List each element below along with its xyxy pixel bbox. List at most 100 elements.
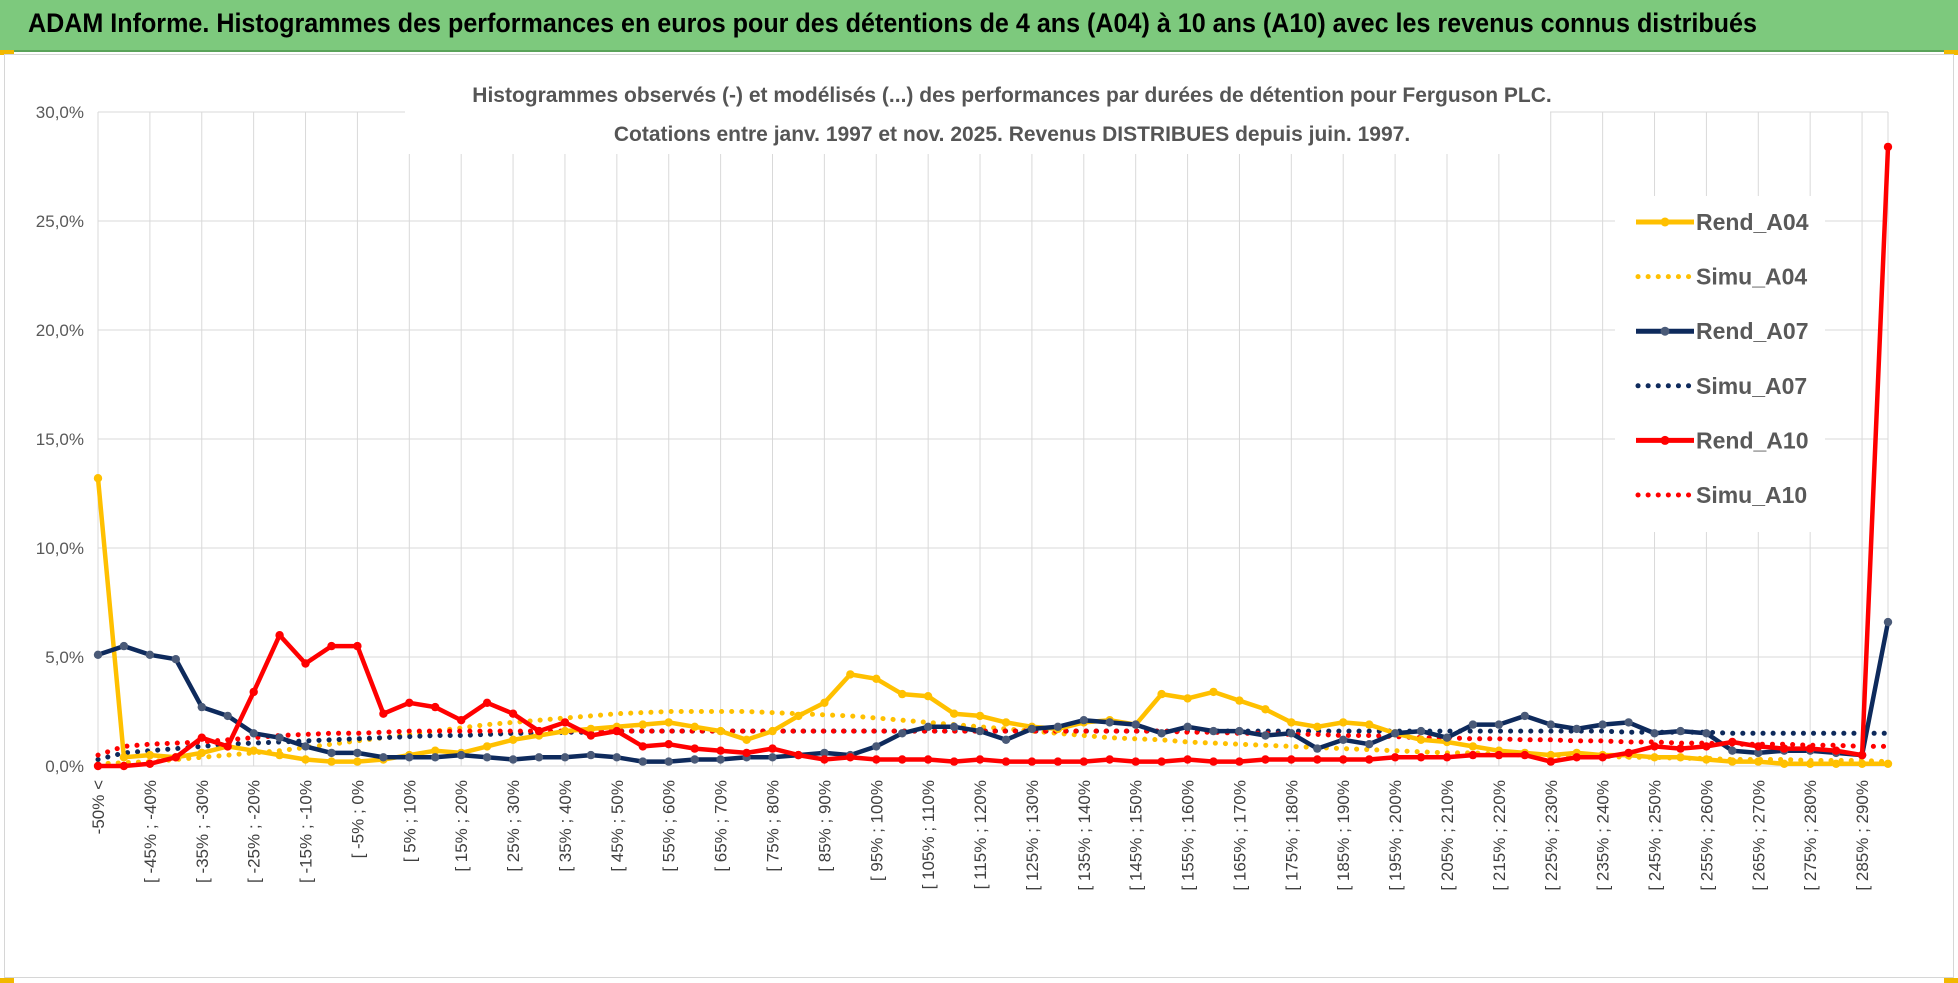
point-rend_a07 bbox=[223, 711, 232, 721]
point-rend_a10 bbox=[145, 759, 155, 768]
point-rend_a04 bbox=[1287, 718, 1296, 727]
point-rend_a04 bbox=[1831, 759, 1841, 768]
legend-label: Simu_A07 bbox=[1696, 373, 1807, 399]
point-rend_a10 bbox=[1209, 757, 1218, 766]
x-tick-label: [ 215% ; 220% bbox=[1490, 780, 1509, 891]
point-rend_a04 bbox=[1001, 718, 1011, 727]
point-rend_a10 bbox=[1079, 757, 1089, 766]
point-rend_a07 bbox=[1520, 711, 1530, 721]
point-rend_a10 bbox=[1857, 750, 1867, 760]
point-rend_a10 bbox=[1702, 742, 1711, 751]
point-rend_a07 bbox=[1183, 722, 1192, 731]
point-rend_a07 bbox=[1624, 718, 1633, 727]
point-rend_a07 bbox=[1287, 729, 1296, 738]
point-rend_a10 bbox=[301, 659, 310, 668]
legend-label: Rend_A07 bbox=[1696, 318, 1808, 344]
x-tick-label: [ -15% ; -10% bbox=[297, 780, 316, 883]
y-tick-label: 5,0% bbox=[45, 648, 84, 667]
point-rend_a07 bbox=[1728, 746, 1737, 755]
grid-lines bbox=[97, 111, 1889, 767]
point-rend_a10 bbox=[923, 755, 933, 764]
x-tick-label: [ 125% ; 130% bbox=[1023, 780, 1042, 891]
point-rend_a10 bbox=[768, 744, 777, 753]
point-rend_a10 bbox=[1624, 748, 1633, 758]
legend-label: Simu_A10 bbox=[1696, 482, 1807, 508]
x-axis-ticks: -50% < [ -45% ; -40% [ -35% ; -30% [ -25% ;… bbox=[89, 780, 1872, 891]
point-rend_a07 bbox=[1390, 729, 1400, 738]
point-rend_a10 bbox=[690, 744, 699, 753]
point-rend_a07 bbox=[612, 753, 621, 762]
point-rend_a04 bbox=[716, 726, 725, 736]
point-rend_a07 bbox=[586, 750, 596, 760]
point-rend_a10 bbox=[898, 755, 907, 764]
legend-label: Rend_A04 bbox=[1696, 209, 1809, 235]
point-rend_a07 bbox=[1676, 726, 1685, 736]
point-rend_a07 bbox=[1468, 720, 1478, 729]
x-tick-label: [ 175% ; 180% bbox=[1282, 780, 1301, 891]
point-rend_a07 bbox=[457, 750, 466, 760]
y-tick-label: 10,0% bbox=[36, 539, 84, 558]
x-tick-label: [ -35% ; -30% bbox=[193, 780, 212, 883]
point-rend_a10 bbox=[197, 733, 206, 742]
series-line-rend_a07 bbox=[97, 621, 1891, 764]
point-rend_a04 bbox=[275, 750, 284, 760]
point-rend_a10 bbox=[1442, 753, 1452, 762]
point-rend_a04 bbox=[1883, 759, 1893, 768]
point-rend_a07 bbox=[1754, 748, 1763, 758]
point-rend_a04 bbox=[197, 748, 206, 758]
point-rend_a04 bbox=[1313, 722, 1322, 731]
point-rend_a07 bbox=[431, 753, 440, 762]
point-rend_a10 bbox=[560, 718, 570, 727]
point-rend_a10 bbox=[1650, 742, 1659, 751]
series-line-rend_a10 bbox=[98, 146, 1891, 769]
point-rend_a07 bbox=[1131, 720, 1140, 729]
point-rend_a10 bbox=[1598, 753, 1607, 762]
point-rend_a07 bbox=[1494, 720, 1504, 729]
point-rend_a07 bbox=[534, 753, 544, 762]
point-rend_a10 bbox=[1494, 750, 1504, 760]
point-rend_a10 bbox=[1001, 757, 1011, 766]
point-rend_a04 bbox=[690, 722, 699, 731]
point-rend_a10 bbox=[846, 753, 855, 762]
point-rend_a07 bbox=[1598, 720, 1607, 729]
x-tick-label: [ 195% ; 200% bbox=[1386, 780, 1405, 891]
point-rend_a04 bbox=[1754, 757, 1763, 766]
point-rend_a10 bbox=[1131, 757, 1140, 766]
point-rend_a10 bbox=[586, 731, 596, 740]
point-rend_a07 bbox=[1313, 744, 1322, 753]
point-rend_a07 bbox=[664, 757, 673, 766]
point-rend_a10 bbox=[457, 716, 466, 725]
point-rend_a04 bbox=[1702, 755, 1711, 764]
point-rend_a04 bbox=[1209, 687, 1218, 697]
point-rend_a07 bbox=[119, 641, 129, 651]
x-tick-label: [ 185% ; 190% bbox=[1334, 780, 1353, 891]
point-rend_a04 bbox=[1157, 689, 1166, 699]
x-tick-label: [ 5% ; 10% bbox=[400, 780, 419, 862]
y-tick-label: 20,0% bbox=[36, 321, 84, 340]
point-rend_a07 bbox=[949, 722, 959, 731]
point-rend_a07 bbox=[301, 742, 310, 751]
x-tick-label: [ 275% ; 280% bbox=[1801, 780, 1820, 891]
x-tick-label: [ 15% ; 20% bbox=[452, 780, 471, 872]
point-rend_a04 bbox=[482, 742, 492, 751]
point-rend_a07 bbox=[1027, 724, 1037, 734]
x-tick-label: [ -45% ; -40% bbox=[141, 780, 160, 883]
point-rend_a10 bbox=[1780, 744, 1789, 753]
point-rend_a10 bbox=[482, 698, 492, 707]
x-tick-label: [ 35% ; 40% bbox=[556, 780, 575, 872]
point-rend_a10 bbox=[119, 761, 129, 771]
chart-subtitle: Cotations entre janv. 1997 et nov. 2025.… bbox=[614, 123, 1410, 146]
point-rend_a04 bbox=[638, 720, 647, 729]
point-rend_a10 bbox=[1053, 757, 1063, 766]
point-rend_a07 bbox=[1053, 722, 1063, 731]
point-rend_a04 bbox=[145, 750, 155, 760]
y-tick-label: 30,0% bbox=[36, 103, 84, 122]
point-rend_a10 bbox=[1546, 757, 1556, 766]
point-rend_a10 bbox=[93, 761, 103, 771]
point-rend_a07 bbox=[1883, 617, 1893, 627]
x-tick-label: [ -25% ; -20% bbox=[245, 780, 264, 883]
x-tick-label: [ 245% ; 250% bbox=[1646, 780, 1665, 891]
point-rend_a10 bbox=[1728, 737, 1737, 747]
point-rend_a10 bbox=[1806, 744, 1815, 753]
